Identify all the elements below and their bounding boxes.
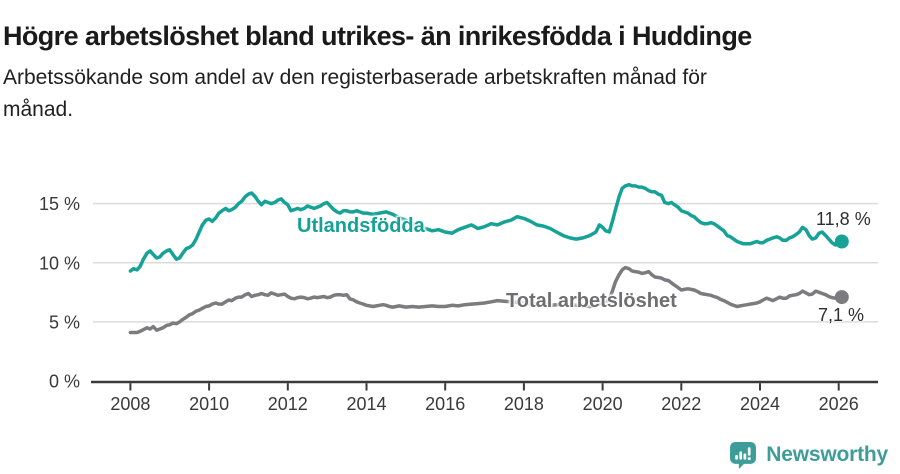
x-axis-tick-label: 2026	[819, 394, 859, 414]
chart-subtitle: Arbetssökande som andel av den registerb…	[3, 62, 707, 126]
newsworthy-speech-bubble-bar-chart-icon	[730, 442, 757, 469]
end-value-label-total: 7,1 %	[818, 305, 865, 325]
x-axis-tick-label: 2010	[189, 394, 229, 414]
x-axis-tick-label: 2020	[583, 394, 623, 414]
bar-2	[739, 451, 743, 460]
x-axis-tick-label: 2008	[110, 394, 150, 414]
subtitle-line-1: Arbetssökande som andel av den registerb…	[3, 66, 707, 89]
x-axis-tick-label: 2014	[346, 394, 386, 414]
series-line-utlandsfodda	[128, 182, 844, 273]
end-value-label-utlandsfodda: 11,8 %	[816, 209, 871, 229]
bar-3	[743, 453, 747, 460]
y-axis-tick-label: 0 %	[49, 372, 80, 392]
series-end-dot-utlandsfodda	[834, 234, 849, 249]
chart-title: Högre arbetslöshet bland utrikes- än inr…	[3, 21, 752, 52]
series-line-total-arbetsloshet	[128, 265, 844, 335]
series-label-total-arbetsloshet: Total arbetslöshet	[506, 290, 677, 312]
y-axis-tick-label: 15 %	[39, 194, 80, 214]
newsworthy-logo: Newsworthy	[729, 441, 888, 469]
series-end-dot-total-arbetsloshet	[834, 290, 849, 305]
x-axis-tick-label: 2022	[661, 394, 701, 414]
exclamation-stem	[748, 447, 751, 456]
speech-bubble-shape	[730, 442, 757, 469]
series-label-utlandsfodda: Utlandsfödda	[297, 215, 425, 237]
exclamation-dot	[747, 457, 752, 461]
y-axis-tick-label: 10 %	[39, 253, 80, 273]
x-axis-tick-label: 2024	[740, 394, 780, 414]
subtitle-line-2: månad.	[3, 98, 74, 121]
x-axis-tick-label: 2018	[504, 394, 544, 414]
newsworthy-wordmark: Newsworthy	[766, 443, 888, 466]
x-axis-tick-label: 2012	[268, 394, 308, 414]
x-axis-tick-label: 2016	[425, 394, 465, 414]
bar-1	[735, 455, 739, 460]
y-axis-tick-label: 5 %	[49, 312, 80, 332]
